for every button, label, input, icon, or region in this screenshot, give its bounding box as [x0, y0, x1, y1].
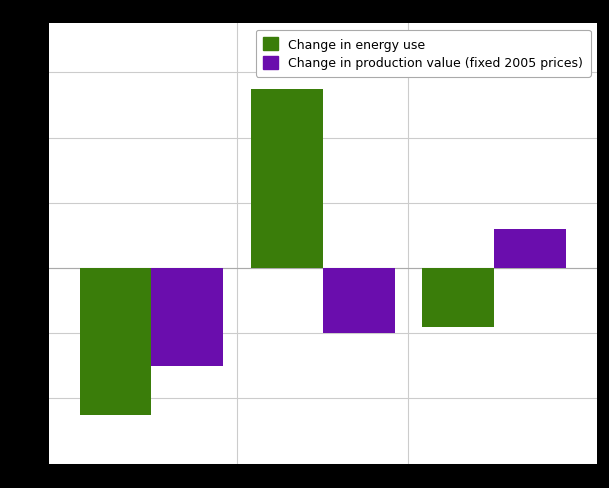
Bar: [152, 268, 224, 366]
Bar: [422, 268, 494, 327]
Bar: [494, 229, 566, 268]
Bar: [323, 268, 395, 333]
Bar: [80, 268, 152, 415]
Legend: Change in energy use, Change in production value (fixed 2005 prices): Change in energy use, Change in producti…: [256, 31, 591, 78]
Bar: [251, 89, 323, 268]
